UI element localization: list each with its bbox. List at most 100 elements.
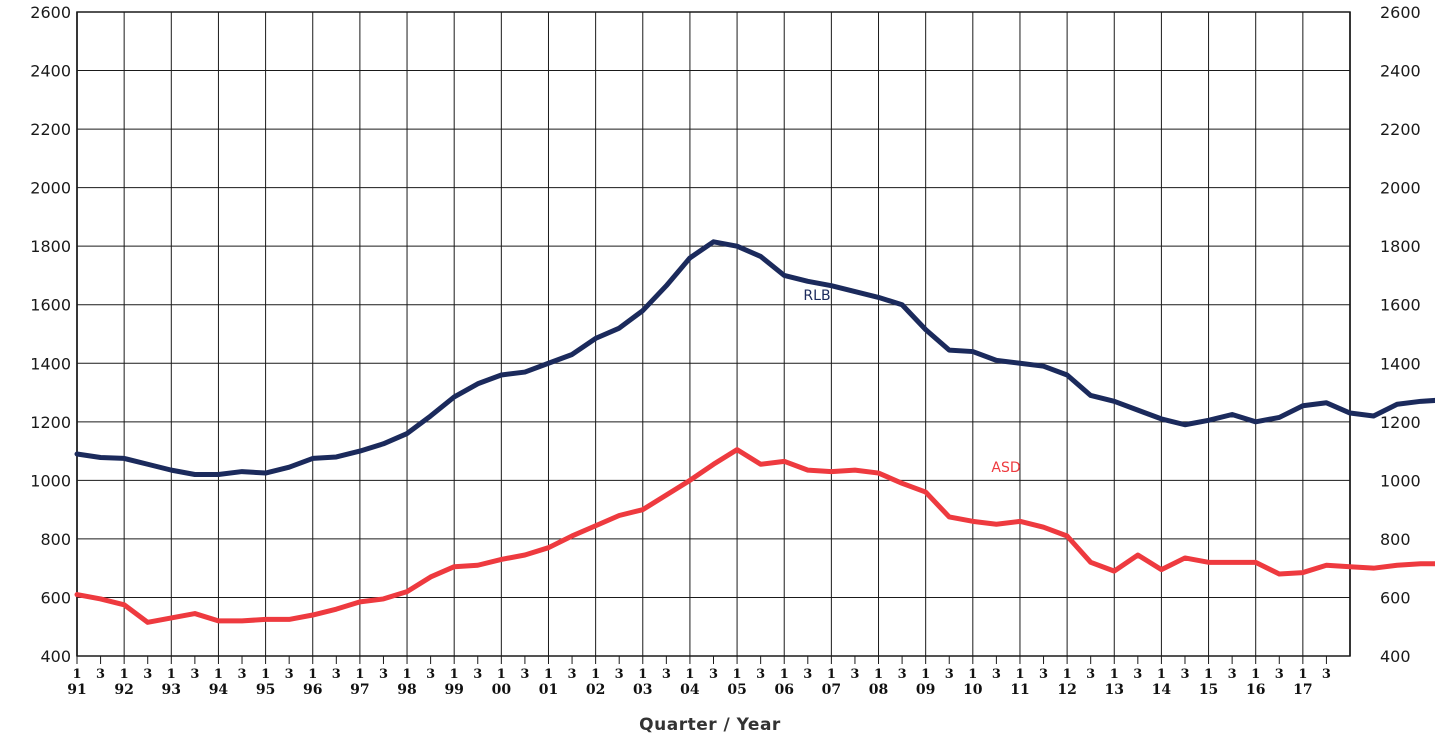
x-quarter-label: 3 bbox=[237, 667, 246, 682]
x-quarter-label: 1 bbox=[1063, 667, 1072, 682]
y-tick-label-right: 2400 bbox=[1380, 62, 1421, 81]
grid-lines bbox=[76, 11, 1351, 657]
x-quarter-label: 1 bbox=[1157, 667, 1166, 682]
x-quarter-label: 3 bbox=[1228, 667, 1237, 682]
x-year-label: 96 bbox=[303, 682, 322, 698]
x-quarter-label: 3 bbox=[379, 667, 388, 682]
x-quarter-label: 1 bbox=[355, 667, 364, 682]
x-year-label: 01 bbox=[539, 682, 558, 698]
y-tick-label-right: 2000 bbox=[1380, 179, 1421, 198]
x-quarter-label: 3 bbox=[709, 667, 718, 682]
y-tick-label-right: 2200 bbox=[1380, 120, 1421, 139]
y-tick-label-right: 1800 bbox=[1380, 237, 1421, 256]
x-quarter-label: 3 bbox=[1180, 667, 1189, 682]
x-year-label: 91 bbox=[67, 682, 86, 698]
x-quarter-label: 1 bbox=[733, 667, 742, 682]
x-quarter-label: 1 bbox=[921, 667, 930, 682]
x-year-label: 10 bbox=[963, 682, 983, 698]
x-year-label: 11 bbox=[1010, 682, 1029, 698]
y-tick-label-left: 2000 bbox=[30, 179, 71, 198]
x-quarter-label: 3 bbox=[898, 667, 907, 682]
x-quarter-label: 3 bbox=[96, 667, 105, 682]
x-year-label: 95 bbox=[256, 682, 275, 698]
x-quarter-label: 3 bbox=[520, 667, 529, 682]
y-tick-label-left: 2600 bbox=[30, 3, 71, 22]
x-quarter-label: 1 bbox=[685, 667, 694, 682]
x-quarter-label: 1 bbox=[1015, 667, 1024, 682]
y-tick-label-right: 800 bbox=[1380, 530, 1411, 549]
x-quarter-label: 3 bbox=[615, 667, 624, 682]
y-tick-label-left: 2400 bbox=[30, 62, 71, 81]
x-year-label: 05 bbox=[727, 682, 746, 698]
x-year-label: 16 bbox=[1246, 682, 1265, 698]
x-year-label: 92 bbox=[114, 682, 133, 698]
x-quarter-label: 1 bbox=[1204, 667, 1213, 682]
x-quarter-label: 1 bbox=[72, 667, 81, 682]
x-year-label: 93 bbox=[162, 682, 181, 698]
x-quarter-label: 1 bbox=[308, 667, 317, 682]
x-quarter-label: 3 bbox=[285, 667, 294, 682]
x-year-label: 14 bbox=[1152, 682, 1172, 698]
x-year-label: 06 bbox=[774, 682, 793, 698]
y-tick-label-left: 800 bbox=[40, 530, 71, 549]
y-tick-label-left: 1200 bbox=[30, 413, 71, 432]
x-quarter-label: 1 bbox=[497, 667, 506, 682]
x-quarter-label: 3 bbox=[1322, 667, 1331, 682]
x-year-label: 99 bbox=[444, 682, 463, 698]
x-quarter-label: 1 bbox=[450, 667, 459, 682]
x-year-label: 97 bbox=[350, 682, 369, 698]
x-year-label: 02 bbox=[586, 682, 605, 698]
y-tick-label-right: 1000 bbox=[1380, 471, 1421, 490]
x-quarter-label: 3 bbox=[473, 667, 482, 682]
x-quarter-label: 1 bbox=[167, 667, 176, 682]
x-quarter-label: 3 bbox=[803, 667, 812, 682]
x-quarter-label: 3 bbox=[332, 667, 341, 682]
x-quarter-label: 3 bbox=[992, 667, 1001, 682]
x-year-label: 15 bbox=[1199, 682, 1218, 698]
y-tick-label-left: 1600 bbox=[30, 296, 71, 315]
series-lines bbox=[74, 239, 1435, 625]
x-year-label: 03 bbox=[633, 682, 652, 698]
series-label-rlb: RLB bbox=[803, 288, 830, 304]
x-quarter-label: 1 bbox=[780, 667, 789, 682]
y-tick-label-right: 600 bbox=[1380, 588, 1411, 607]
x-quarter-label: 1 bbox=[638, 667, 647, 682]
plot-frame bbox=[76, 11, 1351, 657]
series-line-asd bbox=[74, 447, 1435, 625]
x-quarter-label: 1 bbox=[827, 667, 836, 682]
x-quarter-label: 1 bbox=[591, 667, 600, 682]
series-label-asd: ASD bbox=[991, 460, 1020, 476]
x-quarter-label: 1 bbox=[214, 667, 223, 682]
x-quarter-label: 3 bbox=[945, 667, 954, 682]
x-quarter-label: 3 bbox=[568, 667, 577, 682]
x-quarter-label: 1 bbox=[544, 667, 553, 682]
x-quarter-label: 1 bbox=[120, 667, 129, 682]
y-tick-label-right: 400 bbox=[1380, 647, 1411, 666]
x-quarter-label: 3 bbox=[143, 667, 152, 682]
x-quarter-label: 1 bbox=[874, 667, 883, 682]
x-quarter-label: 3 bbox=[1086, 667, 1095, 682]
y-tick-label-right: 2600 bbox=[1380, 3, 1421, 22]
x-year-label: 12 bbox=[1057, 682, 1076, 698]
x-quarter-label: 1 bbox=[968, 667, 977, 682]
x-year-label: 04 bbox=[680, 682, 700, 698]
series-line-rlb bbox=[74, 239, 1435, 478]
x-quarter-label: 1 bbox=[261, 667, 270, 682]
x-year-label: 07 bbox=[822, 682, 841, 698]
y-tick-label-right: 1600 bbox=[1380, 296, 1421, 315]
x-year-label: 98 bbox=[397, 682, 416, 698]
x-year-label: 00 bbox=[492, 682, 512, 698]
x-year-label: 08 bbox=[869, 682, 888, 698]
x-quarter-label: 3 bbox=[756, 667, 765, 682]
x-axis-label: Quarter / Year bbox=[639, 715, 781, 735]
y-tick-label-left: 1400 bbox=[30, 354, 71, 373]
y-tick-label-left: 1000 bbox=[30, 471, 71, 490]
x-year-label: 17 bbox=[1293, 682, 1312, 698]
x-quarter-label: 3 bbox=[1275, 667, 1284, 682]
x-quarter-label: 3 bbox=[662, 667, 671, 682]
y-tick-label-right: 1400 bbox=[1380, 354, 1421, 373]
x-quarter-label: 3 bbox=[1133, 667, 1142, 682]
